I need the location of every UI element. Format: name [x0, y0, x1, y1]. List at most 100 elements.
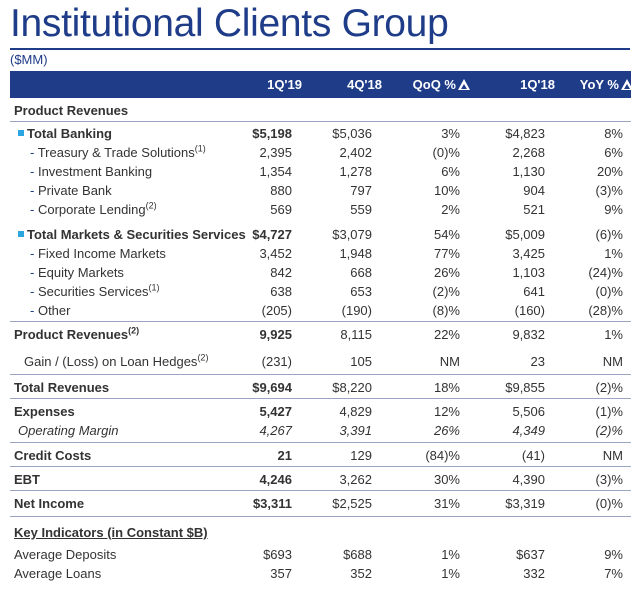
cell: 26%: [433, 423, 460, 438]
cell: (3)%: [595, 183, 623, 198]
cell: (1)%: [595, 404, 623, 419]
row-label: Equity Markets: [37, 265, 124, 280]
cell: $3,079: [332, 227, 372, 242]
cell: 352: [350, 566, 372, 581]
cell: 880: [270, 183, 292, 198]
table-row-fixed-income: - Fixed Income Markets 3,452 1,948 77% 3…: [10, 245, 631, 264]
title-rule: [10, 48, 630, 50]
cell: $693: [263, 547, 292, 562]
row-label: Operating Margin: [18, 423, 119, 438]
table-row-total-markets: Total Markets & Securities Services $4,7…: [10, 226, 631, 245]
cell: 2,268: [512, 145, 545, 160]
units-label: ($MM): [10, 52, 48, 67]
cell: 1%: [441, 547, 460, 562]
cell: (0)%: [432, 145, 460, 160]
cell: 1,278: [339, 164, 372, 179]
cell: $8,220: [332, 380, 372, 395]
cell: (205): [261, 303, 292, 318]
bullet-square-icon: [18, 130, 24, 136]
row-label: Investment Banking: [37, 164, 153, 179]
cell: 105: [350, 354, 372, 369]
cell: 6%: [604, 145, 623, 160]
row-label: Expenses: [14, 404, 75, 419]
cell: 3%: [441, 126, 460, 141]
col-header-4q18: 4Q'18: [347, 77, 382, 92]
dash-icon: -: [30, 164, 38, 179]
col-header-qoq: QoQ %: [413, 77, 470, 92]
table-row-average-loans: Average Loans 357 352 1% 332 7%: [10, 565, 631, 584]
cell: 5,506: [512, 404, 545, 419]
row-label: Fixed Income Markets: [37, 246, 166, 261]
dash-icon: -: [30, 246, 38, 261]
row-label: Credit Costs: [14, 448, 92, 463]
divider: [10, 516, 631, 517]
cell: (2)%: [432, 284, 460, 299]
divider: [10, 121, 631, 122]
cell: 4,829: [339, 404, 372, 419]
cell: NM: [602, 448, 623, 463]
table-row-product-revenues: Product Revenues(2) 9,925 8,115 22% 9,83…: [10, 326, 631, 345]
row-label: Product Revenues: [14, 327, 129, 342]
cell: 4,349: [512, 423, 545, 438]
delta-icon: [458, 79, 470, 90]
dash-icon: -: [30, 284, 38, 299]
cell: 332: [523, 566, 545, 581]
cell: $9,855: [505, 380, 545, 395]
section-header-product-revenues: Product Revenues: [10, 102, 631, 121]
col-header-yoy: YoY %: [580, 77, 633, 92]
cell: $3,311: [252, 496, 292, 511]
section-label: Product Revenues: [14, 103, 129, 118]
cell: (28)%: [588, 303, 623, 318]
cell: (8)%: [432, 303, 460, 318]
cell: 4,390: [512, 472, 545, 487]
cell: 653: [350, 284, 372, 299]
cell: 569: [270, 202, 292, 217]
divider: [10, 490, 631, 491]
cell: 1%: [604, 246, 623, 261]
cell: (160): [514, 303, 545, 318]
cell: 129: [350, 448, 372, 463]
cell: 1%: [604, 327, 623, 342]
divider: [10, 321, 631, 322]
cell: 3,262: [339, 472, 372, 487]
cell: 641: [523, 284, 545, 299]
col-header-1q18: 1Q'18: [520, 77, 555, 92]
footnote-marker: (2): [197, 352, 209, 363]
footnote-marker: (1): [194, 143, 206, 154]
cell: 1,130: [512, 164, 545, 179]
divider: [10, 466, 631, 467]
cell: (2)%: [595, 423, 623, 438]
cell: 5,427: [259, 404, 292, 419]
cell: 357: [270, 566, 292, 581]
row-label: EBT: [14, 472, 40, 487]
delta-icon: [621, 79, 633, 90]
cell: (24)%: [588, 265, 623, 280]
cell: $5,198: [252, 126, 292, 141]
col-header-1q19: 1Q'19: [267, 77, 302, 92]
table-row-operating-margin: Operating Margin 4,267 3,391 26% 4,349 (…: [10, 422, 631, 441]
cell: $5,036: [332, 126, 372, 141]
cell: $688: [343, 547, 372, 562]
cell: 3,452: [259, 246, 292, 261]
col-header-qoq-label: QoQ %: [412, 77, 456, 92]
cell: $9,694: [252, 380, 292, 395]
cell: 1,103: [512, 265, 545, 280]
cell: (3)%: [595, 472, 623, 487]
table-row-ebt: EBT 4,246 3,262 30% 4,390 (3)%: [10, 471, 631, 490]
row-label: Securities Services: [37, 284, 149, 299]
page-title: Institutional Clients Group: [10, 2, 449, 45]
dash-icon: -: [30, 145, 38, 160]
row-label: Total Banking: [27, 126, 112, 141]
cell: 8%: [604, 126, 623, 141]
cell: $2,525: [332, 496, 372, 511]
cell: 23: [530, 354, 545, 369]
footnote-marker: (1): [148, 282, 160, 293]
cell: 3,391: [339, 423, 372, 438]
cell: 668: [350, 265, 372, 280]
row-label: Average Deposits: [14, 547, 117, 562]
cell: (84)%: [425, 448, 460, 463]
cell: $4,727: [252, 227, 292, 242]
dash-icon: -: [30, 303, 38, 318]
cell: 3,425: [512, 246, 545, 261]
cell: 10%: [433, 183, 460, 198]
